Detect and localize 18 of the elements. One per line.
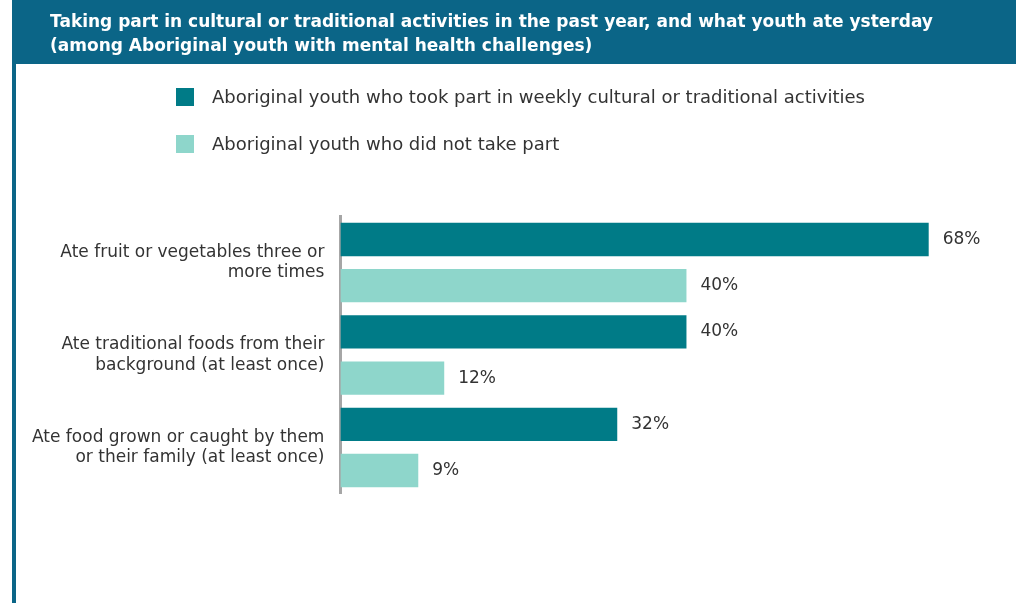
y-tick-label: Ate food grown or caught by them or their family (at least once) [31, 425, 325, 467]
data-label: 9% [432, 458, 460, 479]
bar [340, 269, 687, 303]
legend-label: Aboriginal youth who took part in weekly cultural or traditional activities [212, 86, 865, 107]
bar [340, 222, 929, 257]
y-tick-label: Ate fruit or vegetables three or more times [60, 240, 325, 282]
bar [340, 361, 445, 395]
y-tick-label: Ate traditional foods from their background (at least once) [61, 333, 325, 374]
data-label: 68% [942, 227, 981, 248]
legend-label: Aboriginal youth who did not take part [212, 133, 560, 154]
data-label: 32% [631, 412, 670, 433]
bar [340, 453, 419, 488]
data-label: 12% [458, 366, 497, 387]
bar [340, 407, 618, 441]
data-label: 40% [700, 320, 739, 341]
bar [340, 315, 687, 349]
data-label: 40% [700, 274, 739, 295]
chart-title: Taking part in cultural or traditional activities in the past year, and what youth ate ysterday (among Aboriginal youth with mental health challenges) [12, 0, 1016, 64]
